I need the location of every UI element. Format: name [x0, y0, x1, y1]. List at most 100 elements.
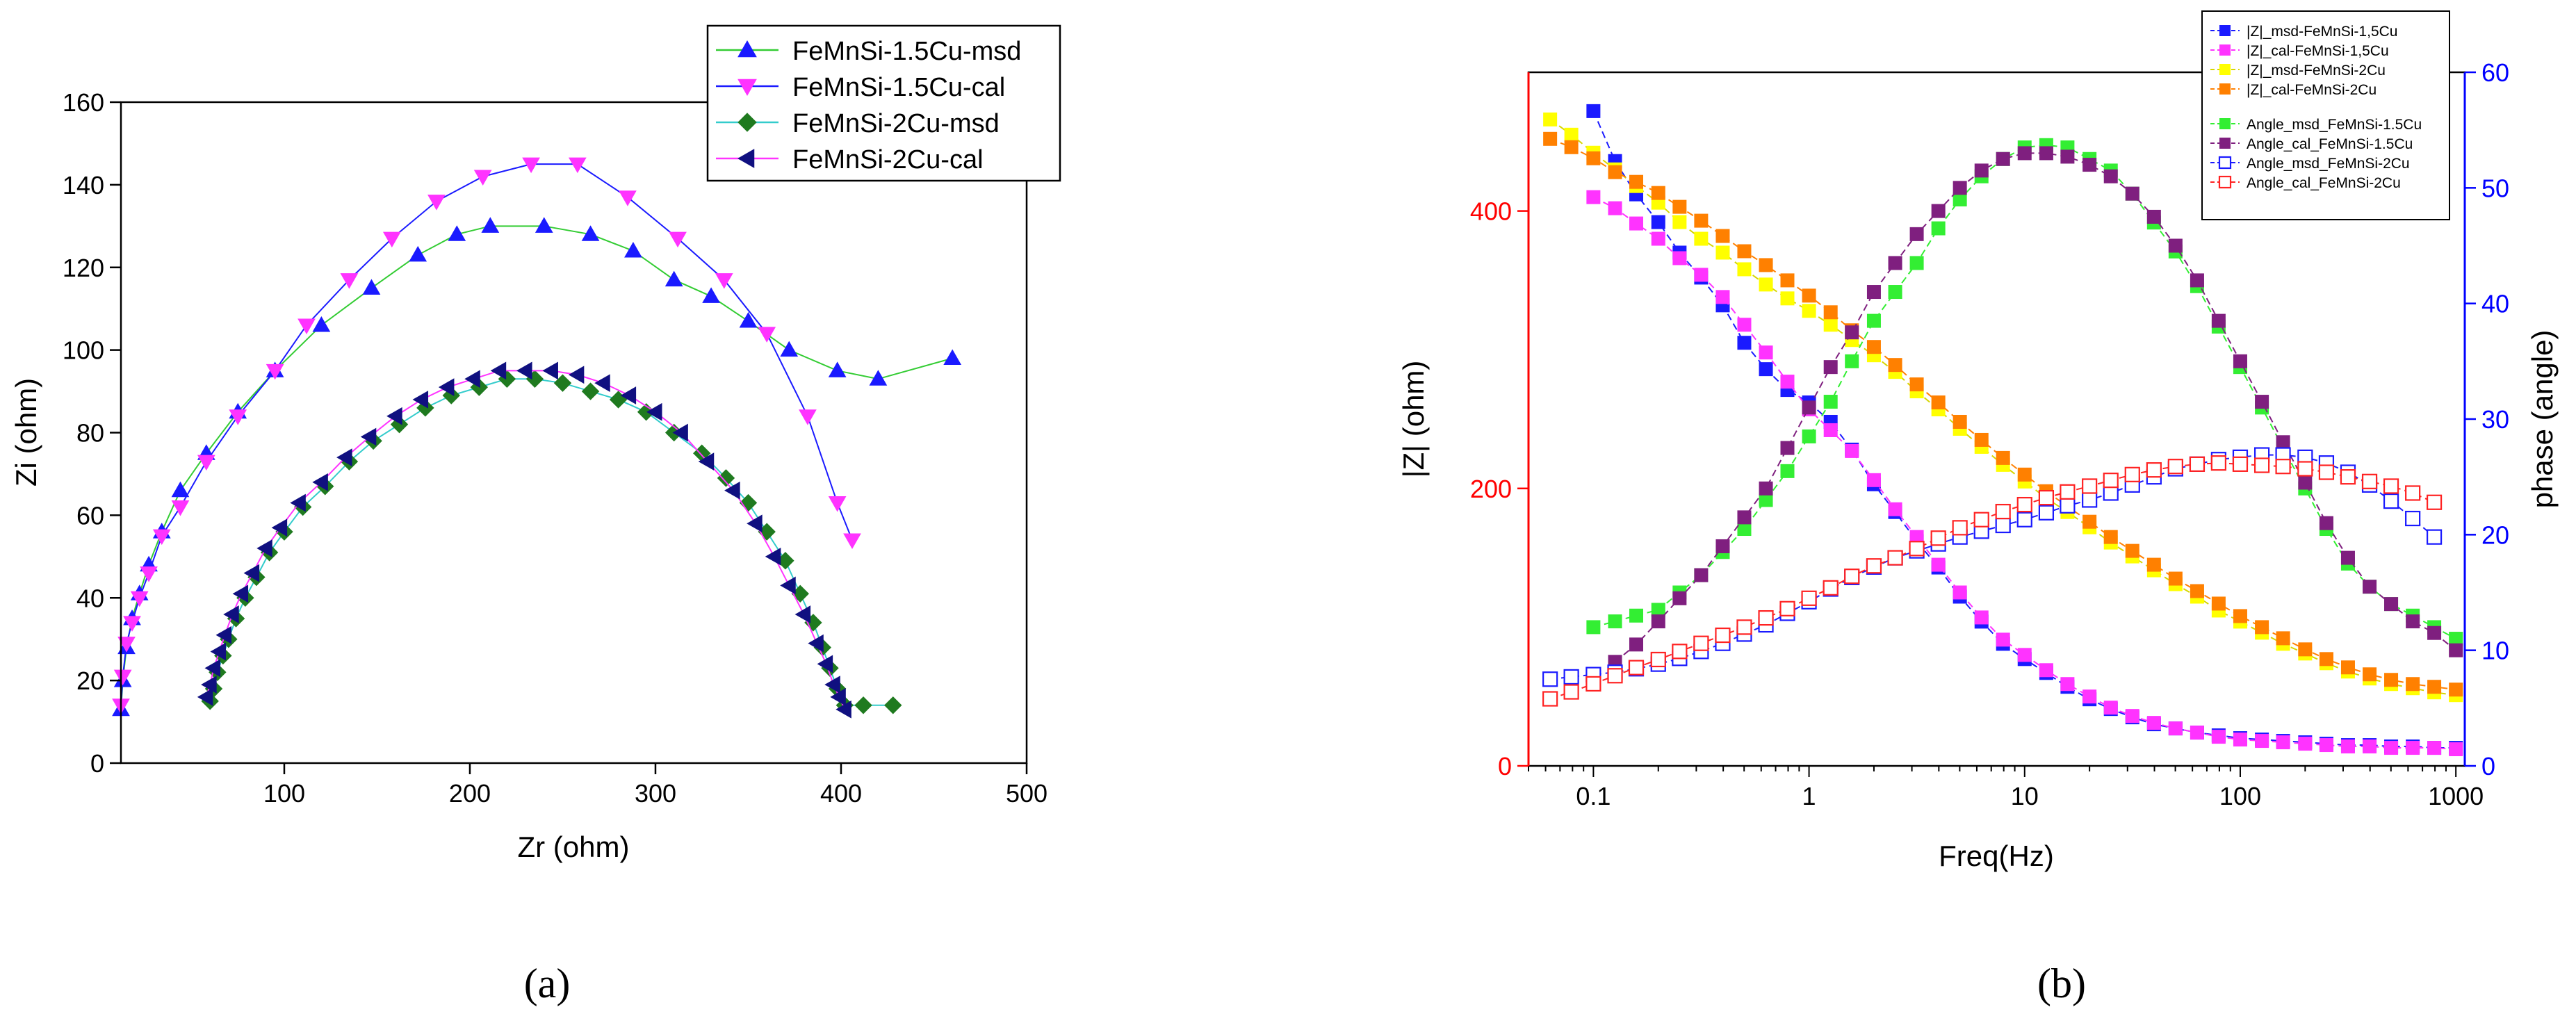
chart-b-point-z-cal-femnsi-1-5cu [1953, 585, 1967, 600]
chart-a-point-femnsi-1-5cu-msd [448, 225, 466, 241]
chart-b-point-angle-cal-femnsi-2cu [1909, 541, 1925, 557]
chart-b-point-angle-cal-femnsi-1-5cu [2125, 186, 2139, 201]
chart-a-legend-marker-femnsi-2cu-cal [737, 149, 755, 168]
chart-b-point-angle-cal-femnsi-2cu [2189, 456, 2206, 472]
chart-b-point-angle-cal-femnsi-2cu [2060, 484, 2076, 500]
chart-b-point-angle-cal-femnsi-2cu [1650, 651, 1666, 668]
chart-a-legend: FeMnSi-1.5Cu-msd FeMnSi-1.5Cu-cal FeMnSi-2… [706, 24, 1061, 182]
chart-b-legend: |Z|_msd-FeMnSi-1,5Cu |Z|_cal-FeMnSi-1,5Cu… [2201, 10, 2450, 220]
chart-a-point-femnsi-2cu-cal [232, 584, 249, 603]
chart-b-point-angle-cal-femnsi-1-5cu [1909, 227, 1924, 241]
chart-b-point-z-cal-femnsi-2cu [1888, 358, 1902, 373]
chart-a-point-femnsi-1-5cu-msd [869, 370, 888, 386]
chart-a-series-femnsi-1-5cu-cal [112, 157, 861, 714]
chart-b-right-tick-label: 0 [2481, 752, 2495, 780]
chart-b-point-z-msd-femnsi-1-5cu [1759, 362, 1773, 377]
chart-a-y-tick-label: 0 [90, 749, 104, 778]
chart-a-legend-label-femnsi-1-5cu-msd: FeMnSi-1.5Cu-msd [792, 37, 1021, 66]
chart-b-left-tick-label: 0 [1498, 752, 1512, 780]
chart-b-point-angle-cal-femnsi-2cu [1563, 684, 1579, 700]
chart-b-point-angle-cal-femnsi-1-5cu [1802, 400, 1816, 415]
chart-b-legend-marker-z-msd-femnsi-1-5cu [2219, 25, 2231, 36]
chart-a-point-femnsi-1-5cu-cal [266, 363, 284, 380]
chart-a-point-femnsi-1-5cu-msd [780, 341, 799, 357]
chart-b-point-z-cal-femnsi-2cu [1996, 450, 2010, 465]
chart-b-point-angle-cal-femnsi-1-5cu [2233, 354, 2247, 368]
chart-b-point-angle-cal-femnsi-2cu [2124, 466, 2140, 482]
chart-a-y-tick-label: 100 [63, 336, 104, 365]
chart-b-point-angle-cal-femnsi-1-5cu [1974, 163, 1989, 178]
chart-b-point-z-cal-femnsi-1-5cu [2298, 737, 2313, 751]
chart-b-x-axis-title: Freq(Hz) [1939, 840, 2054, 872]
chart-a-point-femnsi-2cu-cal [620, 386, 637, 404]
chart-b-point-z-cal-femnsi-1-5cu [2233, 733, 2247, 747]
chart-b-point-z-cal-femnsi-2cu [1608, 165, 1622, 179]
chart-b-point-z-cal-femnsi-2cu [1564, 140, 1579, 154]
chart-a-point-femnsi-2cu-cal [210, 642, 227, 661]
chart-a-point-femnsi-2cu-cal [794, 605, 811, 623]
chart-b-point-angle-msd-femnsi-1-5cu [1651, 603, 1665, 617]
chart-b-point-z-cal-femnsi-1-5cu [1715, 290, 1730, 304]
chart-b-point-angle-cal-femnsi-1-5cu [2190, 273, 2204, 288]
chart-a-point-femnsi-1-5cu-cal [828, 496, 847, 512]
chart-b-point-z-cal-femnsi-2cu [1694, 213, 1709, 228]
chart-b-point-z-msd-femnsi-2cu [1543, 112, 1558, 126]
chart-b-point-angle-cal-femnsi-1-5cu [2082, 158, 2097, 172]
chart-b-point-angle-cal-femnsi-2cu [2340, 469, 2356, 485]
chart-b-x-tick-label: 1000 [2428, 782, 2484, 810]
chart-b-point-angle-msd-femnsi-1-5cu [1780, 464, 1795, 478]
chart-b-point-angle-cal-femnsi-1-5cu [2060, 149, 2075, 164]
chart-b-point-angle-msd-femnsi-2cu [2426, 529, 2443, 545]
chart-a-point-femnsi-2cu-cal [490, 361, 507, 380]
chart-b-point-z-cal-femnsi-2cu [1672, 199, 1687, 214]
chart-b-point-z-cal-femnsi-2cu [1737, 244, 1752, 259]
chart-b-point-angle-cal-femnsi-2cu [1736, 619, 1752, 635]
chart-b-point-z-cal-femnsi-2cu [2125, 543, 2139, 558]
chart-b-point-angle-cal-femnsi-2cu [1672, 644, 1688, 660]
chart-b-legend-label-z-cal-femnsi-1-5cu: |Z|_cal-FeMnSi-1,5Cu [2247, 43, 2389, 59]
chart-a-point-femnsi-1-5cu-cal [568, 157, 587, 174]
chart-a-point-femnsi-2cu-cal [765, 547, 781, 566]
chart-a-point-femnsi-1-5cu-cal [843, 533, 861, 550]
chart-b-point-z-cal-femnsi-1-5cu [2255, 734, 2269, 749]
chart-b-point-angle-cal-femnsi-1-5cu [1931, 204, 1946, 218]
chart-b-point-angle-cal-femnsi-1-5cu [2319, 516, 2333, 530]
chart-a-legend-marker-femnsi-1-5cu-msd [737, 40, 757, 58]
chart-b-point-angle-cal-femnsi-2cu [1973, 512, 1989, 528]
chart-b-point-z-cal-femnsi-1-5cu [2384, 741, 2399, 755]
chart-b-point-z-cal-femnsi-2cu [2082, 514, 2097, 529]
chart-b-point-z-cal-femnsi-1-5cu [2211, 730, 2226, 744]
chart-b-point-angle-cal-femnsi-2cu [2383, 478, 2399, 494]
chart-b-point-z-cal-femnsi-2cu [2276, 631, 2290, 646]
chart-a-y-tick-label: 160 [63, 88, 104, 117]
chart-b-point-angle-cal-femnsi-1-5cu [2255, 395, 2269, 409]
chart-a-point-femnsi-2cu-cal [271, 518, 288, 537]
chart-b-point-z-cal-femnsi-1-5cu [2363, 739, 2377, 754]
chart-b-point-angle-cal-femnsi-2cu [1844, 569, 1860, 584]
chart-b-point-angle-cal-femnsi-1-5cu [2427, 625, 2442, 640]
chart-a-point-femnsi-1-5cu-cal [140, 566, 158, 582]
chart-b-series-z-cal-femnsi-2cu [1543, 131, 2463, 697]
chart-a-point-femnsi-2cu-cal [646, 402, 662, 421]
chart-b-legend-label-angle-cal-femnsi-1-5cu: Angle_cal_FeMnSi-1.5Cu [2247, 136, 2413, 152]
chart-b-point-angle-msd-femnsi-1-5cu [1888, 285, 1902, 300]
chart-b-point-z-cal-femnsi-2cu [2255, 620, 2269, 635]
chart-a-point-femnsi-2cu-cal [817, 655, 833, 673]
chart-b-legend-label-angle-msd-femnsi-1-5cu: Angle_msd_FeMnSi-1.5Cu [2247, 117, 2422, 133]
chart-b-point-angle-cal-femnsi-2cu [2082, 478, 2098, 494]
chart-a-point-femnsi-2cu-cal [824, 676, 840, 694]
chart-b-point-angle-cal-femnsi-1-5cu [2298, 475, 2313, 490]
chart-a-point-femnsi-1-5cu-msd [624, 241, 642, 258]
chart-b-left-tick-label: 200 [1470, 475, 1512, 503]
chart-a-point-femnsi-1-5cu-cal [123, 616, 141, 632]
chart-b-point-z-cal-femnsi-1-5cu [1629, 216, 1644, 231]
chart-b-legend-label-z-cal-femnsi-2cu: |Z|_cal-FeMnSi-2Cu [2247, 82, 2377, 98]
chart-a-point-femnsi-1-5cu-msd [481, 217, 500, 233]
chart-a-point-femnsi-2cu-cal [724, 481, 740, 500]
chart-a-point-femnsi-2cu-cal [290, 493, 306, 512]
chart-a-point-femnsi-2cu-msd [854, 696, 872, 714]
chart-b-point-angle-msd-femnsi-2cu [2103, 485, 2119, 501]
chart-b-point-angle-cal-femnsi-1-5cu [1629, 637, 1644, 652]
chart-a-point-femnsi-2cu-cal [835, 700, 851, 719]
chart-b-legend-marker-z-cal-femnsi-2cu [2219, 83, 2231, 95]
